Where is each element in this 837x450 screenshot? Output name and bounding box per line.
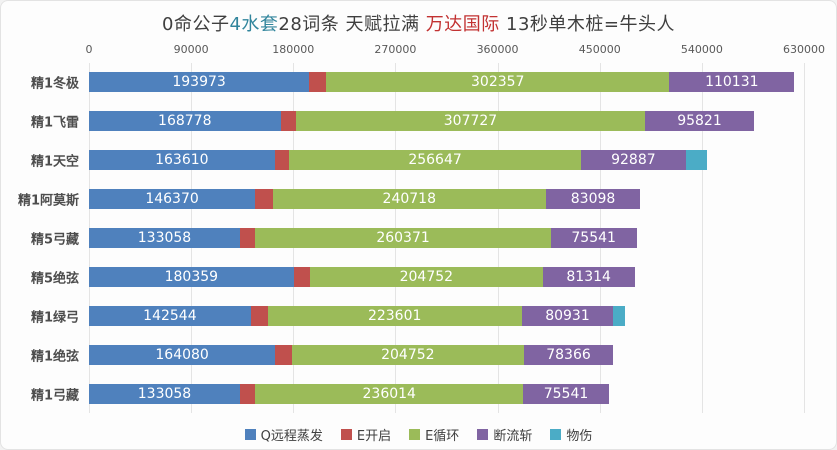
chart-title-part: 13秒单木桩=牛头人 — [499, 14, 675, 35]
bar-segment — [240, 228, 256, 248]
bar-segment: 81314 — [542, 266, 635, 287]
bar-row: 146370 240718 83098 — [89, 189, 804, 210]
bar-segment: 204752 — [291, 344, 525, 365]
bar-segment — [250, 305, 268, 326]
x-axis-tick-label: 180000 — [272, 43, 315, 56]
category-label: 精1天空 — [30, 154, 79, 170]
legend-label: 断流斩 — [493, 429, 533, 444]
bar-row: 163610 256647 92887 — [89, 150, 804, 171]
bar-segment: 78366 — [524, 344, 613, 365]
category-axis: 精1冬极精1飞雷精1天空精1阿莫斯精5弓藏精5绝弦精1绿弓精1绝弦精1弓藏 — [1, 63, 84, 413]
bar-segment: 302357 — [326, 72, 670, 93]
bar-row: 180359 204752 81314 — [89, 266, 804, 287]
bar-row: 164080 204752 78366 — [89, 344, 804, 365]
bar-segment — [255, 189, 273, 210]
bar-segment: 193973 — [89, 72, 310, 93]
x-axis-tick-label: 630000 — [783, 43, 825, 56]
x-axis-tick-label: 540000 — [680, 43, 723, 56]
x-axis-tick-label: 0 — [85, 43, 93, 56]
bar-segment: 240718 — [272, 189, 546, 210]
bar-row: 142544 223601 80931 — [89, 305, 804, 326]
bar-segment: 204752 — [310, 266, 543, 287]
plot-area: 193973 302357 110131 168778 307727 95821 16361… — [89, 63, 805, 413]
chart-title-part: 0命公子 — [162, 14, 230, 35]
legend-item: 物伤 — [550, 425, 592, 444]
bar-segment — [686, 150, 707, 171]
legend-label: E开启 — [356, 429, 392, 444]
legend-item: 断流斩 — [477, 425, 532, 444]
legend-swatch — [477, 429, 489, 440]
category-label: 精1绿弓 — [30, 310, 79, 326]
bar-segment: 260371 — [255, 228, 551, 248]
bar-segment: 168778 — [89, 111, 281, 132]
chart-title-part: 4水套 — [229, 14, 279, 35]
bar-segment: 163610 — [89, 150, 275, 171]
x-axis-ticks: 0 90000 180000 270000 360000 450000 540000 6300… — [85, 43, 826, 57]
bar-segment — [280, 111, 296, 132]
gridline — [701, 63, 703, 413]
bar-segment: 133058 — [89, 383, 240, 404]
bar-segment: 256647 — [289, 150, 581, 171]
bar-segment — [309, 72, 327, 93]
bar-segment: 164080 — [89, 344, 276, 365]
legend-swatch — [550, 429, 562, 440]
bar-row: 133058 260371 75541 — [89, 228, 804, 248]
chart-title-part: 28词条 天赋拉满 — [278, 14, 426, 35]
bar-segment: 83098 — [545, 189, 641, 210]
bar-segment: 146370 — [89, 189, 256, 210]
bar-segment: 236014 — [255, 383, 524, 404]
bar-segment: 92887 — [580, 150, 687, 171]
legend-label: E循环 — [425, 429, 460, 444]
category-label: 精1飞雷 — [30, 115, 79, 131]
category-label: 精5绝弦 — [30, 271, 79, 287]
bar-segment — [240, 383, 256, 404]
bar-segment: 142544 — [89, 305, 251, 326]
category-label: 精1阿莫斯 — [17, 193, 79, 209]
bar-segment: 110131 — [669, 72, 795, 93]
legend-item: E循环 — [409, 425, 459, 444]
bar-segment: 180359 — [89, 266, 294, 287]
category-label: 精1冬极 — [30, 76, 79, 92]
bar-row: 193973 302357 110131 — [89, 72, 804, 93]
x-axis-tick-label: 90000 — [173, 43, 209, 56]
bar-segment: 75541 — [523, 383, 609, 404]
chart-title-part: 万达国际 — [425, 14, 500, 35]
chart-title: 0命公子4水套28词条 天赋拉满 万达国际 13秒单木桩=牛头人 — [1, 10, 836, 36]
bar-segment — [293, 266, 311, 287]
category-label: 精1弓藏 — [30, 388, 79, 404]
gridline — [804, 63, 805, 413]
legend-label: Q远程蒸发 — [260, 429, 323, 444]
legend-swatch — [340, 429, 352, 440]
bar-segment: 80931 — [521, 305, 614, 326]
bar-segment: 223601 — [267, 305, 522, 326]
bar-segment: 75541 — [550, 228, 637, 248]
legend-swatch — [244, 429, 256, 440]
bar-segment — [613, 305, 625, 326]
legend: Q远程蒸发 E开启 E循环 断流斩 物伤 — [1, 425, 836, 444]
x-axis-tick-label: 270000 — [374, 43, 417, 56]
category-label: 精5弓藏 — [30, 232, 79, 248]
bar-segment — [275, 344, 292, 365]
x-axis-tick-label: 360000 — [476, 43, 519, 56]
bar-row: 168778 307727 95821 — [89, 111, 804, 132]
legend-swatch — [409, 429, 421, 440]
legend-item: E开启 — [340, 425, 392, 444]
legend-item: Q远程蒸发 — [244, 425, 323, 444]
category-label: 精1绝弦 — [30, 349, 79, 365]
bar-segment: 307727 — [295, 111, 646, 132]
legend-label: 物伤 — [566, 429, 593, 444]
bar-segment — [274, 150, 290, 171]
bar-segment: 133058 — [89, 228, 240, 248]
bar-segment: 95821 — [645, 111, 754, 132]
bar-row: 133058 236014 75541 — [89, 383, 804, 404]
x-axis-tick-label: 450000 — [578, 43, 621, 56]
